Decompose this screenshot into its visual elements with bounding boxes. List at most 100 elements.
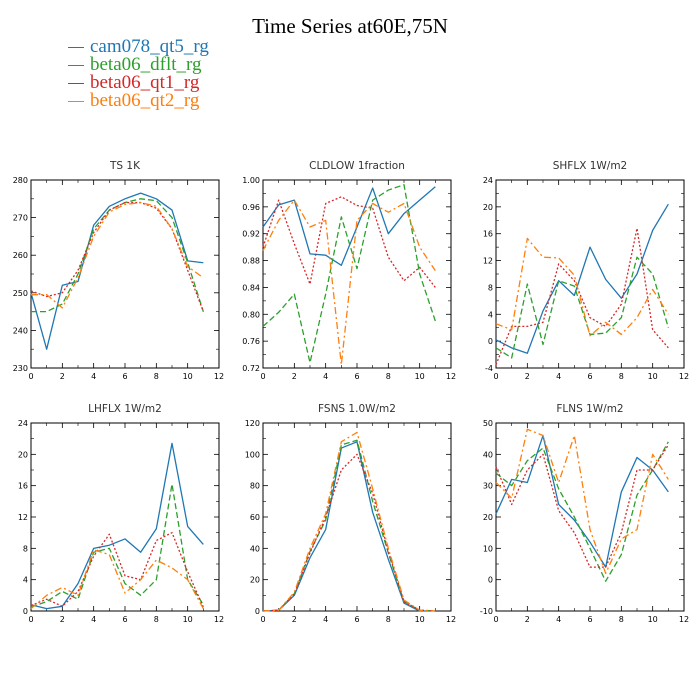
y-tick-label: 0.88 <box>242 257 260 266</box>
x-tick-label: 12 <box>679 615 689 624</box>
y-tick-label: 24 <box>483 176 493 185</box>
x-tick-label: 0 <box>493 372 498 381</box>
series-line-beta06_dflt_rg <box>262 439 436 612</box>
y-tick-label: 60 <box>250 513 260 522</box>
y-tick-label: 24 <box>18 419 28 428</box>
y-tick-label: 80 <box>250 482 260 491</box>
series-line-beta06_dflt_rg <box>31 198 204 313</box>
x-tick-label: 8 <box>619 372 624 381</box>
x-tick-label: 4 <box>323 615 328 624</box>
series-line-beta06_qt2_rg <box>262 199 436 366</box>
x-tick-label: 4 <box>91 615 96 624</box>
x-tick-label: 0 <box>260 372 265 381</box>
series-line-cam078_qt5_rg <box>30 192 204 350</box>
y-tick-label: 0.72 <box>242 364 260 373</box>
y-tick-label: 250 <box>13 289 28 298</box>
y-tick-label: 16 <box>18 482 28 491</box>
legend-item: cam078_qt5_rg <box>68 37 209 56</box>
x-tick-label: 4 <box>91 372 96 381</box>
x-tick-label: 10 <box>183 615 193 624</box>
series-line-beta06_dflt_rg <box>495 256 669 359</box>
x-tick-label: 0 <box>28 372 33 381</box>
x-tick-label: 12 <box>446 615 456 624</box>
x-tick-label: 10 <box>648 615 658 624</box>
panel-title: TS 1K <box>109 160 141 172</box>
y-tick-label: 8 <box>488 283 493 292</box>
y-tick-label: 12 <box>18 513 28 522</box>
y-tick-label: 240 <box>13 326 28 335</box>
x-tick-label: 6 <box>587 615 592 624</box>
series-line-cam078_qt5_rg <box>495 203 669 354</box>
legend-label: beta06_dflt_rg <box>90 54 202 75</box>
y-tick-label: 40 <box>250 544 260 553</box>
series-line-beta06_qt2_rg <box>495 237 669 337</box>
chart-panel: CLDLOW 1fraction 0 2 4 6 8 10 12 0.72 0.76 0.80 0.8… <box>242 160 456 381</box>
series-line-beta06_qt1_rg <box>262 196 436 288</box>
y-tick-label: 1.00 <box>242 176 260 185</box>
y-tick-label: 10 <box>483 544 493 553</box>
x-tick-label: 6 <box>122 615 127 624</box>
x-tick-label: 0 <box>493 615 498 624</box>
y-tick-label: 0.80 <box>242 310 260 319</box>
panel-title: LHFLX 1W/m2 <box>88 403 162 415</box>
x-tick-label: 2 <box>292 372 297 381</box>
series-line-cam078_qt5_rg <box>262 186 436 266</box>
y-tick-label: 0 <box>488 576 493 585</box>
legend-swatch <box>68 64 84 66</box>
series-line-cam078_qt5_rg <box>262 441 436 612</box>
y-tick-label: 0.92 <box>242 230 260 239</box>
y-tick-label: 30 <box>483 482 493 491</box>
series-line-beta06_qt1_rg <box>262 453 436 612</box>
y-tick-label: 4 <box>488 310 493 319</box>
plot-frame <box>262 422 452 612</box>
series-line-beta06_qt1_rg <box>30 201 204 312</box>
x-tick-label: 8 <box>386 372 391 381</box>
y-tick-label: 20 <box>483 203 493 212</box>
x-tick-label: 4 <box>323 372 328 381</box>
x-tick-label: 8 <box>386 615 391 624</box>
legend-swatch <box>68 82 84 84</box>
legend: cam078_qt5_rg beta06_dflt_rg beta06_qt1_… <box>68 37 209 110</box>
y-tick-label: 0 <box>255 607 260 616</box>
series-line-beta06_qt2_rg <box>30 549 204 610</box>
plot-frame <box>262 179 452 369</box>
x-tick-label: 6 <box>354 615 359 624</box>
x-tick-label: 8 <box>154 372 159 381</box>
chart-panel: TS 1K 0 2 4 6 8 10 12 230 240 250 260 270 280 <box>13 160 224 381</box>
x-tick-label: 10 <box>415 615 425 624</box>
series-line-beta06_qt1_rg <box>495 444 669 568</box>
y-tick-label: 0 <box>23 607 28 616</box>
panel-title: SHFLX 1W/m2 <box>553 160 628 172</box>
y-tick-label: 280 <box>13 176 28 185</box>
legend-swatch <box>68 100 84 102</box>
series-line-beta06_dflt_rg <box>30 483 204 608</box>
y-tick-label: 0 <box>488 337 493 346</box>
series-line-beta06_dflt_rg <box>495 441 669 582</box>
y-tick-label: 100 <box>245 450 260 459</box>
y-tick-label: 20 <box>18 450 28 459</box>
x-tick-label: 10 <box>415 372 425 381</box>
x-tick-label: 6 <box>122 372 127 381</box>
x-tick-label: 0 <box>260 615 265 624</box>
panel-title: FLNS 1W/m2 <box>556 403 623 415</box>
x-tick-label: 2 <box>525 615 530 624</box>
y-tick-label: 8 <box>23 544 28 553</box>
series-line-beta06_qt2_rg <box>262 431 436 612</box>
y-tick-label: 230 <box>13 364 28 373</box>
y-tick-label: 40 <box>483 450 493 459</box>
series-line-cam078_qt5_rg <box>495 434 669 568</box>
x-tick-label: 10 <box>183 372 193 381</box>
y-tick-label: 20 <box>483 513 493 522</box>
series-line-beta06_dflt_rg <box>262 184 436 364</box>
legend-swatch <box>68 46 84 48</box>
x-tick-label: 12 <box>679 372 689 381</box>
x-tick-label: 2 <box>292 615 297 624</box>
series-line-beta06_qt2_rg <box>31 201 204 309</box>
y-tick-label: 20 <box>250 576 260 585</box>
x-tick-label: 10 <box>648 372 658 381</box>
y-tick-label: 16 <box>483 230 493 239</box>
panel-title: CLDLOW 1fraction <box>309 160 405 172</box>
